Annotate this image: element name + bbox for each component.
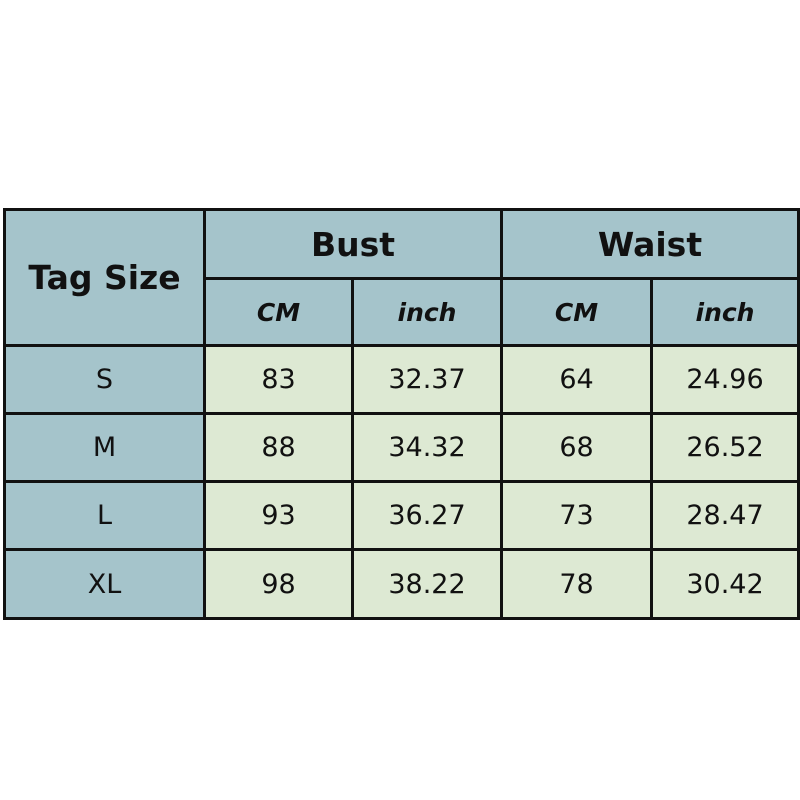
table-row: M 88 34.32 68 26.52 [3, 412, 800, 483]
bust-inch-header: inch [351, 277, 503, 347]
waist-inch-cell: 28.47 [650, 480, 800, 551]
bust-header: Bust [203, 208, 503, 280]
waist-cm-cell: 78 [500, 548, 653, 620]
bust-inch-cell: 36.27 [351, 480, 503, 551]
size-cell: XL [3, 548, 206, 620]
bust-cm-cell: 83 [203, 344, 354, 415]
bust-inch-cell: 34.32 [351, 412, 503, 483]
size-cell: L [3, 480, 206, 551]
table-row: S 83 32.37 64 24.96 [3, 344, 800, 415]
bust-inch-cell: 32.37 [351, 344, 503, 415]
bust-cm-cell: 93 [203, 480, 354, 551]
waist-cm-cell: 73 [500, 480, 653, 551]
size-chart-table: Tag Size Bust Waist CM inch CM inch S 83… [3, 208, 800, 620]
waist-cm-header: CM [500, 277, 653, 347]
table-row: XL 98 38.22 78 30.42 [3, 548, 800, 620]
bust-cm-header: CM [203, 277, 354, 347]
size-cell: S [3, 344, 206, 415]
waist-header: Waist [500, 208, 800, 280]
waist-cm-cell: 64 [500, 344, 653, 415]
waist-inch-cell: 30.42 [650, 548, 800, 620]
size-cell: M [3, 412, 206, 483]
bust-inch-cell: 38.22 [351, 548, 503, 620]
waist-inch-cell: 24.96 [650, 344, 800, 415]
bust-cm-cell: 88 [203, 412, 354, 483]
waist-inch-header: inch [650, 277, 800, 347]
table-row: L 93 36.27 73 28.47 [3, 480, 800, 551]
bust-cm-cell: 98 [203, 548, 354, 620]
waist-cm-cell: 68 [500, 412, 653, 483]
waist-inch-cell: 26.52 [650, 412, 800, 483]
tag-size-header: Tag Size [3, 208, 206, 347]
